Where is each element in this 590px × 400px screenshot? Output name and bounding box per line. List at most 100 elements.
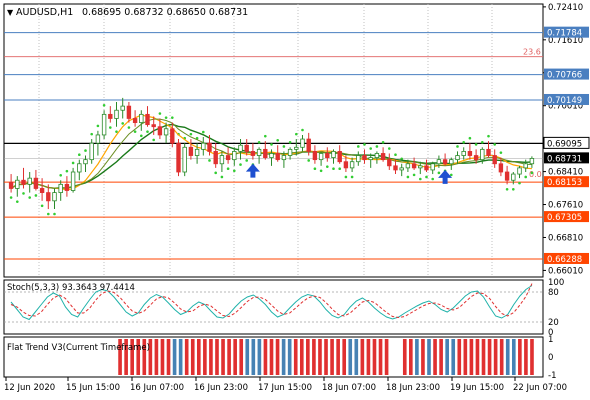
parabolic-sar-dot — [288, 141, 292, 144]
stochastic-axis-label: 80 — [548, 288, 559, 298]
parabolic-sar-dot — [437, 171, 441, 175]
bull-candle-body — [83, 159, 88, 165]
time-axis-label: 19 Jun 15:00 — [450, 383, 504, 393]
level-price-tag: 0.68153 — [547, 178, 582, 188]
time-axis-label: 16 Jun 07:00 — [130, 383, 184, 393]
parabolic-sar-dot — [462, 141, 466, 144]
flat-trend-bar-down — [245, 339, 250, 375]
bull-candle-body — [182, 146, 187, 173]
level-price-tag: 0.71784 — [547, 29, 582, 39]
parabolic-sar-dot — [220, 175, 224, 179]
bull-candle-body — [256, 148, 262, 156]
bear-candle-body — [8, 181, 14, 189]
bull-candle-body — [436, 159, 442, 165]
bear-candle-body — [151, 124, 156, 128]
fibonacci-lower-label: 0.0 — [529, 170, 542, 179]
flat-trend-bar-up — [239, 339, 244, 375]
flat-trend-bar-up — [148, 339, 153, 375]
bear-candle-body — [343, 161, 349, 169]
flat-trend-bar-up — [318, 339, 322, 375]
flat-trend-bar-up — [184, 339, 189, 375]
main-chart-frame — [3, 3, 544, 278]
bear-candle-body — [275, 153, 280, 161]
flat-trend-bar-up — [203, 339, 207, 375]
parabolic-sar-dot — [493, 143, 497, 146]
level-price-tag: 0.66288 — [547, 255, 582, 265]
bear-candle-body — [64, 183, 70, 191]
level-price-tag-bg — [544, 68, 589, 80]
dropdown-triangle-icon[interactable]: ▼ — [7, 8, 14, 17]
flat-trend-bar-down — [178, 339, 183, 375]
parabolic-sar-dot — [481, 141, 484, 144]
time-axis-label: 22 Jun 07:00 — [513, 383, 567, 393]
flat-trend-bar-up — [360, 339, 365, 375]
flat-trend-bar-up — [269, 339, 274, 375]
bull-candle-body — [455, 155, 460, 161]
flat-trend-bar-down — [505, 339, 510, 375]
fibonacci-upper-label: 23.6 — [523, 48, 541, 57]
flat-trend-bar-down — [172, 339, 177, 375]
parabolic-sar-dot — [102, 103, 106, 107]
bull-candle-body — [399, 167, 404, 171]
parabolic-sar-dot — [456, 145, 459, 148]
bull-candle-body — [163, 128, 169, 136]
time-axis-label: 16 Jun 23:00 — [194, 383, 248, 393]
level-price-tag-bg — [544, 176, 589, 188]
parabolic-sar-dot — [350, 175, 354, 179]
parabolic-sar-dot — [15, 200, 19, 203]
bear-candle-body — [188, 146, 194, 156]
bull-candle-body — [418, 165, 423, 169]
bear-candle-body — [225, 155, 231, 161]
flat-trend-bar-down — [511, 339, 516, 375]
signal-up-arrow — [245, 163, 260, 178]
flat-trend-bar-up — [221, 339, 225, 375]
bull-candle-body — [238, 144, 243, 152]
flat-trend-bar-down — [354, 339, 359, 375]
parabolic-sar-dot — [189, 132, 193, 136]
parabolic-sar-dot — [474, 143, 478, 146]
bear-candle-body — [312, 151, 318, 161]
flat-trend-bar-down — [287, 339, 292, 375]
bear-candle-body — [263, 148, 268, 158]
parabolic-sar-dot — [419, 177, 422, 181]
parabolic-sar-dot — [431, 177, 435, 181]
bull-candle-body — [58, 183, 63, 193]
bear-candle-body — [145, 113, 150, 126]
bear-candle-body — [170, 128, 175, 144]
parabolic-sar-dot — [208, 159, 211, 162]
bull-candle-body — [101, 113, 107, 136]
level-price-tag: 0.69095 — [547, 139, 582, 149]
flat-trend-bar-up — [263, 339, 268, 375]
bear-candle-body — [306, 138, 311, 152]
parabolic-sar-dot — [121, 122, 124, 125]
parabolic-sar-dot — [282, 145, 286, 148]
level-price-tag-bg — [544, 93, 589, 105]
bear-candle-body — [132, 118, 138, 123]
parabolic-sar-dot — [226, 167, 230, 171]
level-price-tag-bg — [543, 136, 590, 149]
flat-trend-bar-up — [136, 339, 141, 375]
bull-candle-body — [89, 142, 94, 161]
flat-trend-bar-up — [299, 339, 304, 375]
bull-candle-body — [114, 109, 119, 119]
parabolic-sar-dot — [146, 130, 149, 133]
flat-trend-bar-up — [233, 339, 237, 375]
price-axis-label: 0.66810 — [548, 233, 583, 243]
parabolic-sar-dot — [307, 159, 311, 162]
current-price-tag: 0.68731 — [547, 154, 582, 164]
flat-trend-bar-up — [487, 339, 492, 375]
bear-candle-body — [486, 148, 491, 156]
flat-trend-bar-up — [469, 339, 474, 375]
stochastic-axis-label: 0 — [548, 328, 553, 338]
bull-candle-body — [219, 155, 225, 165]
parabolic-sar-dot — [233, 169, 236, 173]
bear-candle-body — [473, 155, 479, 161]
parabolic-sar-dot — [450, 173, 453, 177]
price-axis-label: 0.68410 — [548, 168, 583, 178]
parabolic-sar-dot — [96, 124, 100, 128]
parabolic-sar-dot — [530, 171, 534, 175]
bull-candle-body — [318, 153, 324, 161]
parabolic-sar-dot — [276, 138, 280, 142]
flat-trend-bar-down — [281, 339, 286, 375]
